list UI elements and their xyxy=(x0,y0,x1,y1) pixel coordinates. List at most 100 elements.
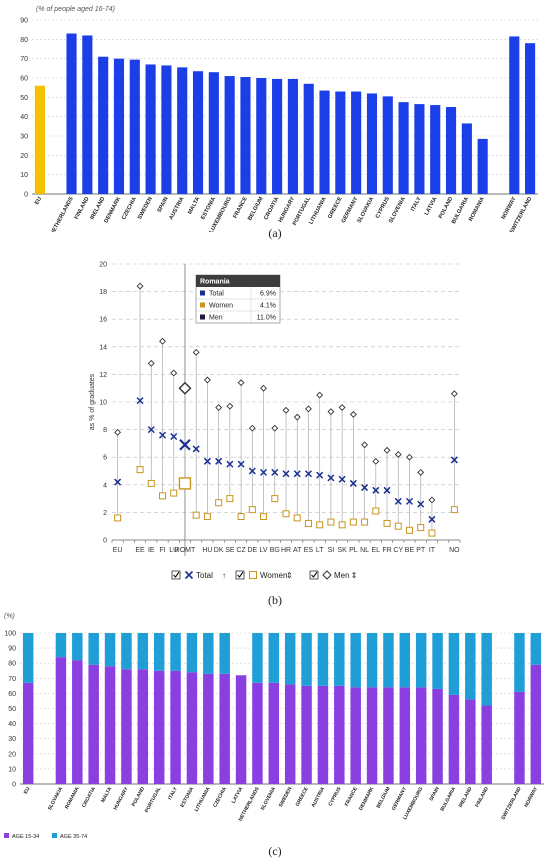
x-category-label: FINLAND xyxy=(474,786,490,809)
bar-age-35-74-slovenia xyxy=(268,633,280,683)
x-category-label: BELGIUM xyxy=(247,196,265,222)
y-tick-label: 70 xyxy=(20,56,28,63)
bar-age-15-34-austria xyxy=(317,685,329,784)
bar-france xyxy=(240,77,251,194)
legend-label: Men xyxy=(334,571,350,580)
women-marker xyxy=(282,510,290,518)
unit-label: (% of people aged 16-74) xyxy=(36,6,115,13)
total-marker xyxy=(349,479,357,487)
x-category-label: AUSTRIA xyxy=(310,786,326,809)
bar-age-15-34-netherlands xyxy=(252,682,263,784)
legend-marker-women xyxy=(249,571,257,579)
y-tick-label: 80 xyxy=(20,37,28,44)
y-tick-label: 80 xyxy=(8,661,16,668)
x-category-label: LITHUANIA xyxy=(194,786,212,813)
total-marker xyxy=(316,471,324,479)
bar-age-35-74-cyprus xyxy=(334,633,345,686)
y-tick-label: 14 xyxy=(99,344,107,351)
women-marker xyxy=(203,513,211,521)
tooltip-row-value: 6.9% xyxy=(260,291,276,298)
stacked-bar-chart-age: (%) 0 10 20 30 40 50 60 70 80 90 100 EU SLOVAKIA ROMAN… xyxy=(4,613,544,840)
bar-slovenia xyxy=(398,102,409,194)
x-category-label: HU xyxy=(202,547,212,554)
bar-age-15-34-belgium xyxy=(383,687,394,784)
tooltip-row-label: Women xyxy=(209,303,233,310)
tooltip-row-value: 4.1% xyxy=(260,303,276,310)
total-marker xyxy=(226,460,234,468)
women-marker xyxy=(192,511,200,519)
y-tick-label: 40 xyxy=(20,114,28,121)
bar-age-35-74-malta xyxy=(104,633,116,667)
bar-chart-internet-skills: (% of people aged 16-74) 0 10 20 30 40 50 60 70 8… xyxy=(20,6,538,232)
x-category-label: AUSTRIA xyxy=(169,196,186,221)
legend-marker-men xyxy=(322,570,332,580)
x-category-label: SWEDEN xyxy=(278,786,294,809)
bar-age-35-74-belgium xyxy=(383,633,394,688)
x-category-label: EE xyxy=(135,547,145,554)
y-tick-label: 100 xyxy=(4,631,16,638)
x-category-label: ES xyxy=(304,547,314,554)
bar-age-15-34-croatia xyxy=(88,664,99,784)
bar-age-15-34-france xyxy=(350,687,361,784)
bar-age-15-34-czechia xyxy=(219,673,230,784)
x-category-label: IE xyxy=(148,547,155,554)
women-marker xyxy=(170,489,178,497)
bar-age-35-74-austria xyxy=(317,633,329,686)
bar-italy xyxy=(414,104,425,194)
x-category-label: LT xyxy=(316,547,324,554)
total-marker xyxy=(428,515,436,523)
bar-age-35-74-spain xyxy=(432,633,443,689)
bar-age-35-74-greece xyxy=(301,633,312,686)
x-category-label: BG xyxy=(270,547,280,554)
total-marker xyxy=(293,470,301,478)
tooltip-swatch xyxy=(200,290,205,296)
y-tick-label: 60 xyxy=(8,691,16,698)
y-tick-label: 12 xyxy=(99,372,107,379)
y-tick-label: 90 xyxy=(8,646,16,653)
bar-age-15-34-romania xyxy=(72,660,83,784)
x-category-label: AT xyxy=(293,547,302,554)
bar-switzerland xyxy=(525,43,536,195)
total-marker xyxy=(179,439,191,451)
total-marker xyxy=(215,457,223,465)
y-tick-label: 30 xyxy=(20,134,28,141)
unit-label: (%) xyxy=(4,613,15,620)
bar-age-15-34-malta xyxy=(104,666,116,784)
men-marker xyxy=(327,408,335,416)
women-marker xyxy=(147,479,155,487)
legend-sort-icon: ⇕ xyxy=(351,571,358,580)
men-marker xyxy=(170,369,178,377)
y-tick-label: 10 xyxy=(20,172,28,179)
x-category-label: CROATIA xyxy=(263,196,280,221)
women-marker xyxy=(215,499,223,507)
bar-age-35-74-sweden xyxy=(284,633,296,685)
total-marker xyxy=(147,426,155,434)
x-category-label: DK xyxy=(214,547,224,554)
bar-lithuania xyxy=(319,90,330,194)
bar-age-35-74-romania xyxy=(72,633,83,661)
x-category-label: NORWAY xyxy=(523,786,539,809)
total-marker xyxy=(114,478,122,486)
x-category-label: CYPRUS xyxy=(375,196,391,220)
women-marker xyxy=(316,521,324,529)
x-category-label: GREECE xyxy=(295,786,311,808)
total-marker xyxy=(394,497,402,505)
y-tick-label: 4 xyxy=(103,482,107,489)
y-tick-label: 6 xyxy=(103,455,107,462)
bar-bulgaria xyxy=(461,123,472,194)
x-category-label: SLOVAKIA xyxy=(47,786,64,812)
x-category-label: FRANCE xyxy=(232,196,248,220)
y-tick-label: 20 xyxy=(8,751,16,758)
bar-age-15-34-latvia xyxy=(235,675,247,784)
x-category-label: LATVIA xyxy=(231,786,245,805)
men-marker xyxy=(203,376,211,384)
y-tick-label: 0 xyxy=(24,192,28,199)
tooltip-swatch xyxy=(200,302,205,308)
x-category-label: GREECE xyxy=(327,196,344,220)
legend-label: Total xyxy=(196,571,213,580)
bar-age-35-74-eu xyxy=(22,633,34,683)
bar-sweden xyxy=(145,64,156,194)
x-category-label: SWEDEN xyxy=(137,196,154,221)
total-marker xyxy=(158,431,167,439)
women-marker xyxy=(405,526,413,534)
